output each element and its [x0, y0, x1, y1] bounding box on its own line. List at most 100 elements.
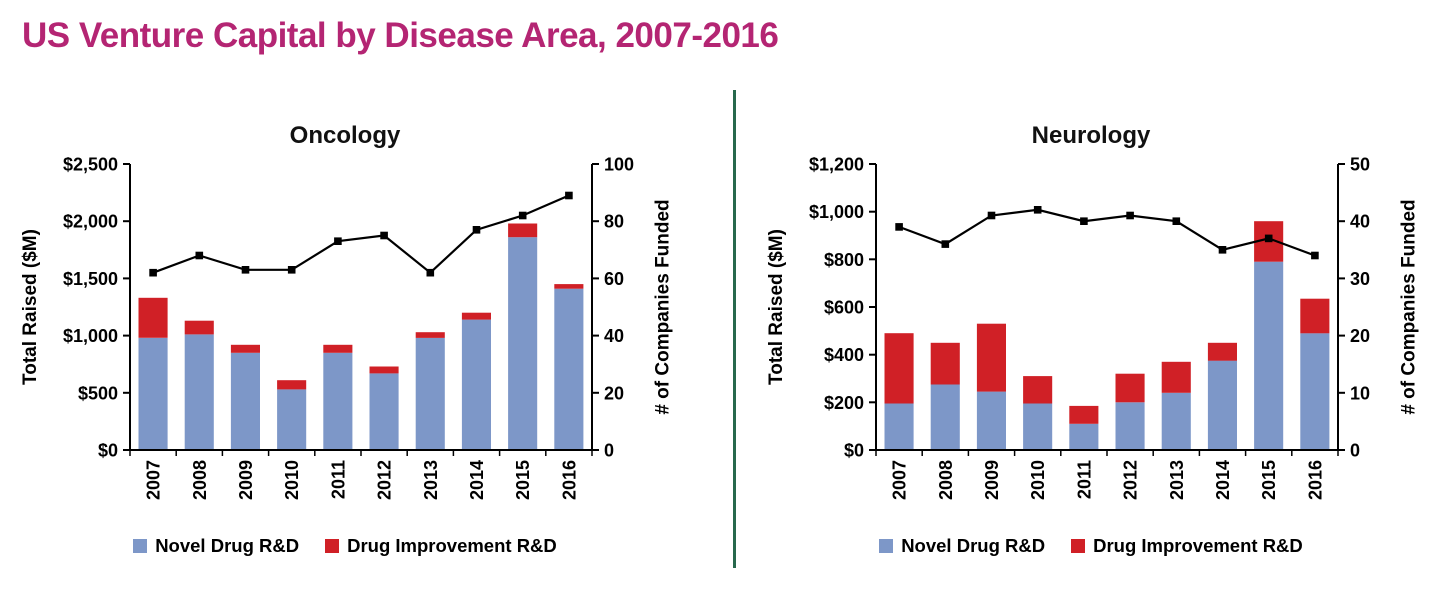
year-label: 2010 — [1028, 460, 1048, 500]
companies-funded-line — [152, 194, 570, 275]
left-tick-label: $600 — [824, 298, 864, 318]
left-tick-label: $1,500 — [63, 269, 118, 289]
left-tick-label: $0 — [844, 441, 864, 461]
year-label: 2015 — [513, 460, 533, 500]
right-tick-label: 40 — [1350, 212, 1370, 232]
right-tick-label: 20 — [604, 384, 624, 404]
line-marker — [195, 251, 204, 260]
bar-segment-improvement — [1069, 406, 1099, 425]
neurology-right-axis-title: # of Companies Funded — [1386, 152, 1433, 524]
bar-segment-improvement — [1023, 376, 1053, 404]
bar-segment-novel — [930, 384, 960, 451]
bar-segment-novel — [369, 373, 399, 451]
bar-segment-novel — [461, 319, 491, 451]
neurology-left-axis-title: Total Raised ($M) — [758, 152, 796, 524]
chart-panel-neurology: Neurology Total Raised ($M) $0 $200 $400 $6… — [758, 90, 1433, 568]
bar-segment-improvement — [323, 345, 353, 354]
bar-segment-novel — [1115, 402, 1145, 451]
year-label: 2009 — [982, 460, 1002, 500]
year-label: 2011 — [328, 460, 348, 499]
bar-segment-novel — [508, 237, 538, 451]
bar-segment-novel — [323, 353, 353, 451]
year-label: 2012 — [1121, 460, 1141, 500]
left-tick-label: $1,200 — [809, 155, 864, 175]
line-marker — [149, 269, 157, 277]
right-tick-label: 50 — [1350, 155, 1370, 175]
line-marker — [241, 266, 250, 274]
bar-segment-improvement — [184, 320, 214, 335]
bar-segment-improvement — [930, 343, 960, 385]
oncology-left-axis-title-text: Total Raised ($M) — [20, 229, 42, 386]
left-tick-label: $200 — [824, 393, 864, 413]
line-marker — [1080, 217, 1088, 226]
bar-segment-novel — [976, 391, 1006, 451]
oncology-left-axis-title: Total Raised ($M) — [12, 152, 50, 524]
bar-segment-improvement — [138, 298, 168, 339]
bar-segment-novel — [1300, 333, 1330, 451]
left-tick-label: $0 — [98, 441, 118, 461]
right-tick-label: 30 — [1350, 269, 1370, 289]
year-label: 2008 — [190, 460, 210, 500]
improvement-swatch-icon — [1071, 539, 1086, 554]
year-label: 2007 — [144, 460, 164, 500]
legend-item-novel: Novel Drug R&D — [879, 535, 1045, 557]
year-label: 2007 — [890, 460, 910, 500]
legend-item-novel: Novel Drug R&D — [133, 535, 299, 557]
bar-segment-improvement — [1161, 362, 1191, 394]
bar-segment-improvement — [369, 366, 399, 374]
neurology-legend: Novel Drug R&D Drug Improvement R&D — [796, 524, 1386, 568]
right-tick-label: 100 — [604, 155, 634, 175]
line-marker — [941, 240, 950, 249]
legend-item-improvement: Drug Improvement R&D — [1071, 535, 1303, 557]
bar-segment-novel — [554, 288, 584, 451]
novel-swatch-icon — [879, 539, 894, 554]
novel-legend-label: Novel Drug R&D — [155, 535, 300, 557]
novel-legend-label: Novel Drug R&D — [901, 535, 1046, 557]
bar-segment-novel — [1161, 393, 1191, 451]
line-marker — [426, 269, 435, 277]
left-tick-label: $500 — [78, 384, 118, 404]
left-tick-label: $2,000 — [63, 212, 118, 232]
bar-segment-novel — [277, 389, 307, 451]
bar-segment-improvement — [415, 332, 445, 339]
oncology-right-axis-title-text: # of Companies Funded — [652, 199, 674, 415]
right-tick-label: 0 — [1350, 441, 1360, 461]
year-label: 2010 — [282, 460, 302, 500]
bar-segment-novel — [415, 338, 445, 451]
line-marker — [1033, 206, 1042, 214]
line-marker — [895, 223, 903, 231]
page-title: US Venture Capital by Disease Area, 2007… — [22, 16, 779, 55]
bar-segment-novel — [138, 338, 168, 451]
year-label: 2015 — [1259, 460, 1279, 500]
companies-funded-line — [898, 208, 1316, 257]
oncology-right-axis-title: # of Companies Funded — [640, 152, 687, 524]
right-tick-label: 10 — [1350, 384, 1370, 404]
line-marker — [287, 266, 296, 274]
bar-segment-novel — [1254, 261, 1284, 451]
year-label: 2014 — [1213, 460, 1233, 500]
oncology-plot-area: $0 $500 $1,000 $1,500 $2,000 $2,500 0 20 40 60 80 1… — [63, 155, 634, 501]
bar-segment-improvement — [554, 284, 584, 289]
neurology-right-axis-title-text: # of Companies Funded — [1398, 199, 1420, 415]
bar-segment-improvement — [1115, 373, 1145, 403]
year-label: 2013 — [1167, 460, 1187, 500]
right-tick-label: 80 — [604, 212, 624, 232]
right-tick-label: 40 — [604, 326, 624, 346]
year-label: 2013 — [421, 460, 441, 500]
chart-panel-oncology: Oncology Total Raised ($M) $0 $500 $1,000 $… — [12, 90, 687, 568]
improvement-legend-label: Drug Improvement R&D — [347, 535, 557, 557]
panel-divider — [733, 90, 736, 569]
line-marker — [1218, 246, 1227, 254]
right-tick-label: 0 — [604, 441, 614, 461]
neurology-plot-area: $0 $200 $400 $600 $800 $1,000 $1,200 0 10 20 30 40 5… — [809, 155, 1370, 501]
improvement-swatch-icon — [325, 539, 340, 554]
bar-segment-novel — [1069, 424, 1099, 451]
bar-segment-improvement — [230, 345, 260, 354]
year-label: 2012 — [375, 460, 395, 500]
line-marker — [518, 211, 527, 220]
right-tick-label: 60 — [604, 269, 624, 289]
year-label: 2016 — [559, 460, 579, 500]
year-label: 2008 — [936, 460, 956, 500]
novel-swatch-icon — [133, 539, 148, 554]
line-marker — [334, 237, 342, 246]
